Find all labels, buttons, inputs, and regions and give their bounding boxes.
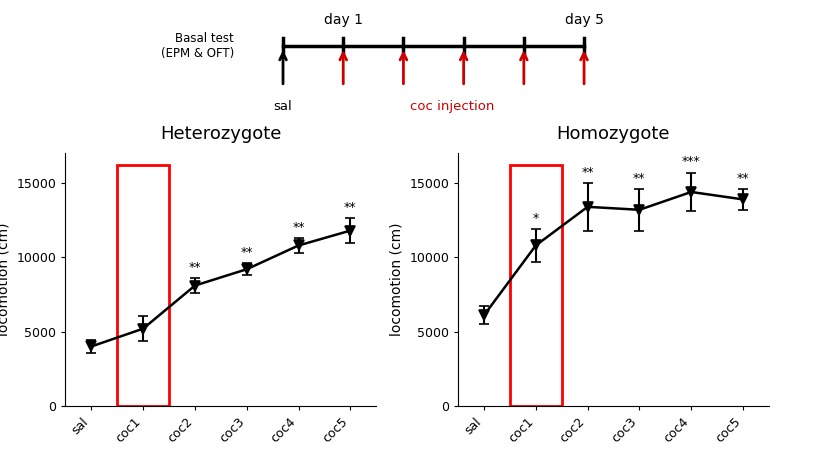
Text: **: ** bbox=[189, 261, 201, 274]
Text: ***: *** bbox=[682, 155, 700, 168]
Text: **: ** bbox=[737, 171, 749, 184]
Bar bbox=[510, 165, 562, 406]
Title: Heterozygote: Heterozygote bbox=[160, 125, 281, 143]
Text: day 5: day 5 bbox=[564, 13, 604, 27]
Title: Homozygote: Homozygote bbox=[557, 125, 670, 143]
Text: Basal test
(EPM & OFT): Basal test (EPM & OFT) bbox=[161, 32, 234, 60]
Y-axis label: locomotion (cm): locomotion (cm) bbox=[389, 223, 403, 336]
Y-axis label: locomotion (cm): locomotion (cm) bbox=[0, 223, 11, 336]
Text: sal: sal bbox=[274, 100, 292, 113]
Text: **: ** bbox=[240, 246, 253, 259]
Text: **: ** bbox=[582, 166, 594, 179]
Text: day 1: day 1 bbox=[324, 13, 362, 27]
Text: **: ** bbox=[633, 171, 645, 184]
Text: coc injection: coc injection bbox=[410, 100, 495, 113]
Bar bbox=[117, 165, 169, 406]
Text: **: ** bbox=[344, 201, 357, 213]
Text: *: * bbox=[533, 212, 539, 225]
Text: **: ** bbox=[292, 221, 305, 234]
